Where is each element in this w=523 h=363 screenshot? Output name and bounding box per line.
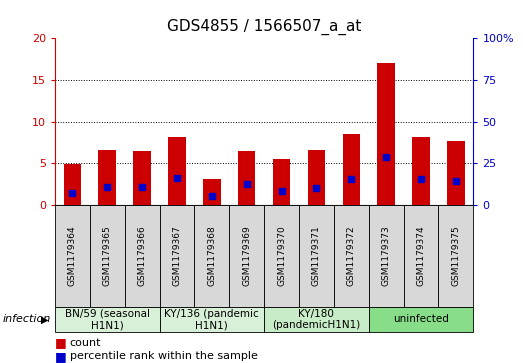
Bar: [378, 63, 395, 205]
Text: count: count: [70, 338, 101, 348]
Bar: [273, 159, 290, 205]
Text: GSM1179364: GSM1179364: [68, 225, 77, 286]
Bar: [64, 164, 81, 205]
Text: KY/180
(pandemicH1N1): KY/180 (pandemicH1N1): [272, 309, 360, 330]
Text: GSM1179372: GSM1179372: [347, 225, 356, 286]
Bar: [308, 150, 325, 205]
Title: GDS4855 / 1566507_a_at: GDS4855 / 1566507_a_at: [167, 19, 361, 35]
Bar: [133, 151, 151, 205]
Text: uninfected: uninfected: [393, 314, 449, 325]
Text: KY/136 (pandemic
H1N1): KY/136 (pandemic H1N1): [164, 309, 259, 330]
Text: infection: infection: [3, 314, 51, 325]
Bar: [168, 138, 186, 205]
Text: GSM1179374: GSM1179374: [416, 225, 426, 286]
Text: BN/59 (seasonal
H1N1): BN/59 (seasonal H1N1): [65, 309, 150, 330]
Bar: [98, 150, 116, 205]
Bar: [203, 179, 221, 205]
Bar: [412, 138, 430, 205]
Text: GSM1179375: GSM1179375: [451, 225, 460, 286]
Text: ▶: ▶: [41, 314, 48, 325]
Bar: [447, 141, 464, 205]
Text: GSM1179371: GSM1179371: [312, 225, 321, 286]
Text: GSM1179369: GSM1179369: [242, 225, 251, 286]
Text: ■: ■: [55, 350, 66, 363]
Text: GSM1179368: GSM1179368: [207, 225, 217, 286]
Text: percentile rank within the sample: percentile rank within the sample: [70, 351, 257, 362]
Text: ■: ■: [55, 337, 66, 350]
Text: GSM1179367: GSM1179367: [173, 225, 181, 286]
Bar: [238, 151, 255, 205]
Bar: [343, 134, 360, 205]
Text: GSM1179373: GSM1179373: [382, 225, 391, 286]
Text: GSM1179370: GSM1179370: [277, 225, 286, 286]
Text: GSM1179365: GSM1179365: [103, 225, 112, 286]
Text: GSM1179366: GSM1179366: [138, 225, 146, 286]
